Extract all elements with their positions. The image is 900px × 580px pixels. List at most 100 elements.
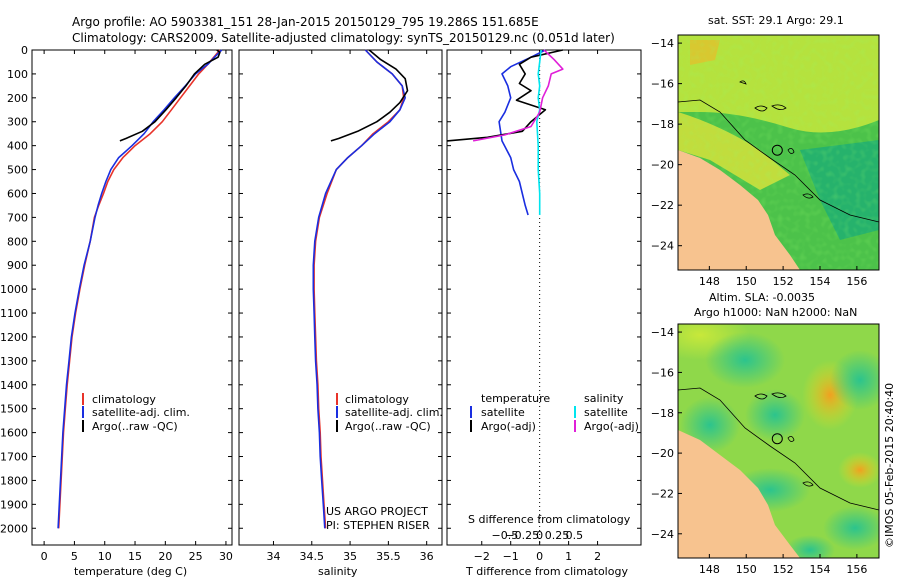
y-tick-label: −18	[651, 118, 674, 131]
project-label: US ARGO PROJECT	[326, 505, 428, 518]
x-tick-label: 156	[846, 275, 867, 288]
x-tick-label: 150	[736, 275, 757, 288]
sst-map-frame	[677, 34, 880, 271]
temperature-chart: 0100200300400500600700800900100011001200…	[0, 44, 233, 563]
y-tick-label: 1300	[0, 355, 28, 368]
x-tick-label-s: 0.25	[545, 529, 570, 542]
s-difference-axis-label: S difference from climatology	[468, 513, 631, 526]
x-tick-label-s: −0.25	[505, 529, 539, 542]
t-difference-axis-label: T difference from climatology	[465, 565, 628, 578]
x-tick-label-s: 0	[536, 529, 543, 542]
temperature-legend: climatology satellite-adj. clim. Argo(..…	[82, 393, 190, 433]
y-tick-label: 1000	[0, 283, 28, 296]
y-tick-label: −16	[651, 366, 674, 379]
y-tick-label: 800	[7, 235, 28, 248]
x-tick-label: 10	[98, 550, 112, 563]
legend-t-satellite: satellite	[481, 406, 525, 419]
series-line-t-satellite	[498, 49, 546, 216]
x-tick-label: 35.5	[376, 550, 401, 563]
x-tick-label: 152	[773, 563, 794, 576]
imos-credit: ©IMOS 05-Feb-2015 20:40:40	[883, 383, 896, 548]
y-tick-label: −20	[651, 447, 674, 460]
x-tick-label: 156	[846, 563, 867, 576]
y-tick-label: −24	[651, 240, 674, 253]
x-tick-label: 154	[809, 275, 830, 288]
argo-position-marker	[771, 433, 783, 445]
y-tick-label: 1900	[0, 498, 28, 511]
legend-title-temperature: temperature	[481, 392, 550, 405]
y-tick-label: 1100	[0, 307, 28, 320]
y-tick-label: 700	[7, 211, 28, 224]
y-tick-label: −20	[651, 159, 674, 172]
x-tick-label: 152	[773, 275, 794, 288]
legend-satellite-adj: satellite-adj. clim.	[92, 406, 190, 419]
legend-s-satellite: satellite	[584, 406, 628, 419]
sla-map-field	[678, 324, 879, 558]
salinity-legend: climatology satellite-adj. clim. Argo(..…	[326, 393, 443, 532]
legend-title-salinity: salinity	[584, 392, 624, 405]
x-tick-label: 148	[699, 563, 720, 576]
x-tick-label: 34.5	[300, 550, 325, 563]
legend-argo: Argo(..raw -QC)	[92, 420, 178, 433]
y-tick-label: 1400	[0, 379, 28, 392]
x-tick-label: −2	[474, 550, 490, 563]
difference-legend: temperature salinity satellite Argo(-adj…	[468, 392, 639, 526]
salinity-chart: 34 34.5 35 35.5 36	[239, 49, 442, 563]
x-tick-label: 154	[809, 563, 830, 576]
x-tick-label-s: −0.5	[492, 529, 519, 542]
x-tick-label: 0	[536, 550, 543, 563]
pi-label: PI: STEPHEN RISER	[326, 519, 430, 532]
y-tick-label: −14	[651, 37, 674, 50]
series-line-s-argo-adj-	[472, 49, 564, 142]
x-tick-label: 25	[189, 550, 203, 563]
difference-panel-frame	[446, 49, 642, 546]
y-tick-label: 1700	[0, 451, 28, 464]
legend-climatology: climatology	[345, 393, 409, 406]
series-line-climatology	[57, 49, 221, 529]
sla-map-frame	[677, 323, 880, 559]
y-tick-label: 2000	[0, 522, 28, 535]
y-tick-label: 1200	[0, 331, 28, 344]
y-tick-label: 200	[7, 92, 28, 105]
x-tick-label: 0	[41, 550, 48, 563]
figure-subtitle: Climatology: CARS2009. Satellite-adjuste…	[72, 31, 615, 45]
x-tick-label: 36	[420, 550, 434, 563]
sst-map-field	[678, 35, 879, 270]
x-tick-label: 15	[128, 550, 142, 563]
x-tick-label: 148	[699, 275, 720, 288]
x-tick-label: 35	[343, 550, 357, 563]
y-tick-label: 1600	[0, 427, 28, 440]
sla-map-axes: 148 150 152 154 156 −14 −16 −18 −20 −22 −24	[651, 326, 868, 576]
y-tick-label: −14	[651, 326, 674, 339]
temperature-panel-frame	[31, 49, 233, 546]
y-tick-label: 600	[7, 187, 28, 200]
series-line-argo-raw-qc-	[119, 49, 221, 142]
y-tick-label: 500	[7, 164, 28, 177]
x-tick-label-s: 0.5	[566, 529, 584, 542]
x-tick-label: 1	[565, 550, 572, 563]
y-tick-label: 400	[7, 140, 28, 153]
y-tick-label: 300	[7, 116, 28, 129]
y-tick-label: −22	[651, 199, 674, 212]
sla-map-subtitle: Argo h1000: NaN h2000: NaN	[694, 306, 857, 319]
salinity-axis-label: salinity	[318, 565, 358, 578]
series-line-satellite-adj-clim-	[312, 49, 407, 529]
y-tick-label: −18	[651, 407, 674, 420]
y-tick-label: 0	[21, 44, 28, 57]
difference-chart: −2 −1 0 1 2−0.5−0.250 0.250.5	[446, 49, 641, 563]
series-line-t-argo-adj-	[446, 49, 563, 142]
x-tick-label: 5	[71, 550, 78, 563]
x-tick-label: 2	[594, 550, 601, 563]
temperature-axis-label: temperature (deg C)	[74, 565, 187, 578]
y-tick-label: −16	[651, 78, 674, 91]
y-tick-label: −24	[651, 528, 674, 541]
sla-land	[678, 430, 800, 558]
sla-map-title: Altim. SLA: -0.0035	[709, 291, 815, 304]
series-line-argo-raw-qc-	[330, 49, 409, 142]
series-line-s-satellite	[535, 49, 542, 215]
y-tick-label: 1800	[0, 474, 28, 487]
legend-climatology: climatology	[92, 393, 156, 406]
y-tick-label: −22	[651, 487, 674, 500]
legend-t-argo: Argo(-adj)	[481, 420, 536, 433]
